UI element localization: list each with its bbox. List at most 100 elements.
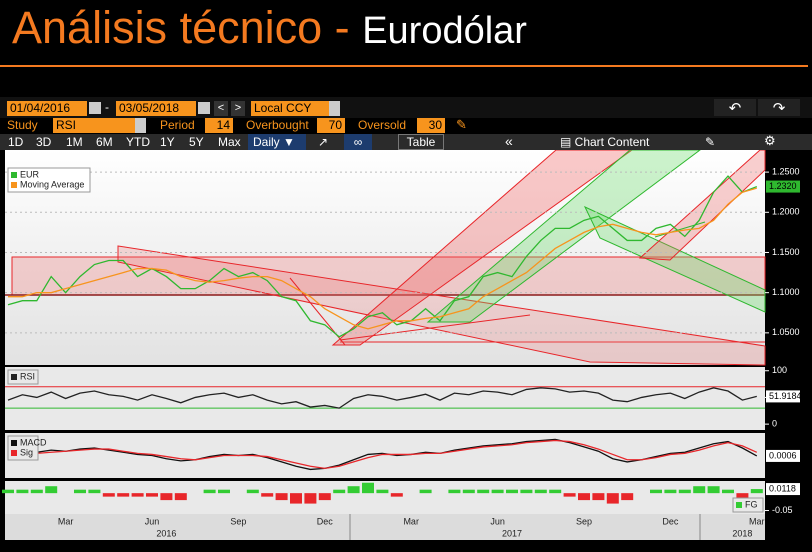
bar [462, 489, 475, 494]
y-tick-label: 1.0500 [772, 327, 800, 337]
bar [376, 489, 389, 494]
calendar-icon[interactable] [198, 102, 210, 114]
year-label: 2017 [502, 528, 522, 538]
bar [16, 489, 29, 494]
bar [333, 489, 346, 494]
last-value-box [766, 449, 800, 462]
x-tick-label: Sep [230, 516, 246, 526]
range-button[interactable]: 6M [96, 135, 113, 149]
series-line [7, 175, 758, 338]
legend-box [7, 369, 39, 385]
redo-button[interactable]: ↷ [758, 99, 800, 117]
bar [534, 489, 547, 494]
bar [678, 489, 691, 494]
legend-label: Moving Average [20, 179, 84, 189]
y-tick-label: 100 [772, 365, 787, 375]
bar [275, 493, 288, 501]
chart-content-button[interactable]: ▤ Chart Content [560, 135, 650, 149]
x-tick-label: Sep [576, 516, 592, 526]
range-button[interactable]: 5Y [189, 135, 204, 149]
bar [664, 489, 677, 494]
collapse-button[interactable]: « [505, 133, 513, 149]
legend-box [7, 167, 91, 193]
last-value-box [766, 483, 800, 496]
legend-label: RSI [20, 371, 35, 381]
last-value-box [766, 390, 800, 403]
x-tick-label: Jun [490, 516, 505, 526]
channel [331, 150, 633, 346]
edit-button[interactable]: ✎ [705, 135, 716, 149]
indicator-icon[interactable]: ∞ [344, 134, 372, 150]
bar [74, 489, 86, 494]
range-button[interactable]: 3D [36, 135, 52, 149]
table-button[interactable]: Table [398, 134, 444, 150]
start-date[interactable]: 01/04/2016 [7, 101, 87, 116]
subtitle: Eurodólar [362, 10, 527, 52]
legend-label: FG [745, 499, 758, 509]
channel [426, 150, 701, 323]
bar [650, 489, 662, 494]
last-value-label: 0.0006 [769, 450, 797, 460]
bar [246, 489, 259, 494]
prev-button[interactable]: < [214, 101, 228, 116]
series-line [7, 439, 758, 470]
oversold-label: Oversold [358, 118, 407, 132]
legend-label: Sig [20, 447, 33, 457]
x-tick-label: Dec [317, 516, 334, 526]
dropdown[interactable] [329, 101, 340, 116]
legend-label: MACD [20, 437, 47, 447]
study[interactable]: RSI [53, 118, 135, 133]
x-tick-label: Mar [403, 516, 419, 526]
x-axis-strip [5, 514, 765, 540]
overbought[interactable]: 70 [317, 118, 345, 133]
oversold[interactable]: 30 [417, 118, 445, 133]
bar [30, 489, 43, 494]
bar [621, 493, 634, 501]
range-button[interactable]: Max [218, 135, 241, 149]
x-tick-label: Dec [662, 516, 679, 526]
range-button[interactable]: 1Y [160, 135, 175, 149]
divider [0, 65, 808, 67]
line-icon[interactable]: ↗ [318, 135, 329, 149]
bar [448, 489, 461, 494]
calendar-icon[interactable] [89, 102, 101, 114]
dropdown[interactable] [135, 118, 146, 133]
bar [347, 486, 360, 494]
next-button[interactable]: > [231, 101, 245, 116]
bar [477, 489, 490, 494]
legend-swatch [11, 172, 17, 178]
separator: - [334, 2, 350, 53]
series-line [7, 387, 757, 409]
period[interactable]: 14 [205, 118, 233, 133]
range-button[interactable]: 1M [66, 135, 83, 149]
header: Análisis técnico - Eurodólar [12, 2, 527, 54]
bar [707, 486, 720, 494]
frequency-label: Daily [253, 135, 280, 149]
overbought-label: Overbought [246, 118, 309, 132]
frequency[interactable]: Daily ▼ [248, 134, 306, 150]
currency[interactable]: Local CCY [251, 101, 329, 116]
settings-button[interactable]: ⚙ [764, 133, 776, 148]
bar [102, 493, 115, 497]
year-label: 2016 [156, 528, 176, 538]
macd-panel [5, 433, 765, 478]
range-button[interactable]: 1D [8, 135, 24, 149]
study-label: Study [7, 118, 38, 132]
period-label: Period [160, 118, 195, 132]
bar [203, 489, 216, 494]
range-button[interactable]: YTD [126, 135, 150, 149]
bar [174, 493, 187, 501]
bar [131, 493, 144, 497]
bar [304, 493, 317, 504]
series-line [8, 187, 757, 330]
trend-line [339, 314, 531, 341]
undo-button[interactable]: ↶ [714, 99, 756, 117]
pencil-icon[interactable]: ✎ [456, 117, 467, 132]
title: Análisis técnico [12, 2, 323, 53]
end-date[interactable]: 03/05/2018 [116, 101, 196, 116]
bar [160, 493, 173, 501]
y-tick-label: 1.1000 [772, 287, 800, 297]
last-value-label: 51.9184 [769, 391, 802, 401]
bar [736, 493, 749, 501]
last-value-label: 1.2320 [769, 181, 797, 191]
